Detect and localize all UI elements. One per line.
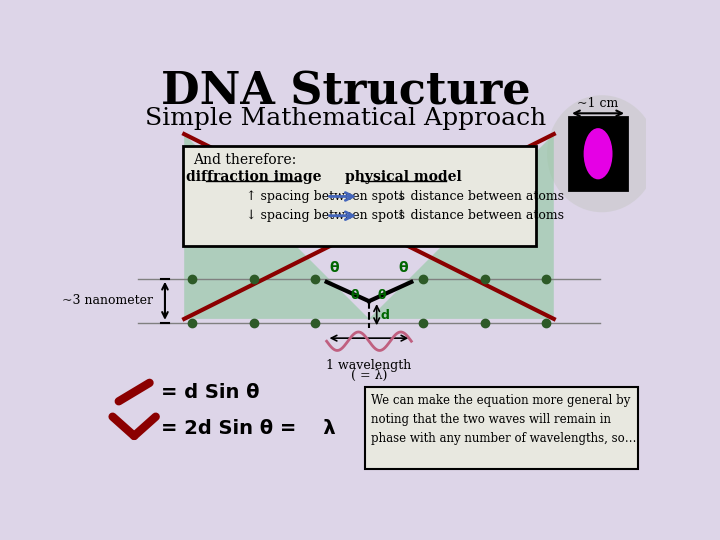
Text: DNA Structure: DNA Structure [161, 70, 531, 113]
Text: We can make the equation more general by
noting that the two waves will remain i: We can make the equation more general by… [371, 394, 636, 444]
Polygon shape [369, 134, 554, 319]
Text: θ: θ [399, 261, 408, 275]
Text: Simple Mathematical Approach: Simple Mathematical Approach [145, 107, 546, 130]
Text: ~1 cm: ~1 cm [577, 97, 618, 110]
Text: ↑ spacing between spots: ↑ spacing between spots [246, 190, 405, 203]
FancyBboxPatch shape [183, 146, 536, 246]
Text: θ: θ [351, 288, 359, 301]
Ellipse shape [584, 128, 613, 179]
Text: ( = λ): ( = λ) [351, 369, 387, 382]
Text: ↓ spacing between spots: ↓ spacing between spots [246, 209, 405, 222]
Polygon shape [184, 134, 369, 319]
Text: θ: θ [330, 261, 339, 275]
Text: θ: θ [377, 288, 386, 301]
Ellipse shape [547, 95, 657, 212]
Text: = d Sin θ: = d Sin θ [161, 382, 260, 402]
Text: 1 wavelength: 1 wavelength [326, 360, 412, 373]
Text: ↑ distance between atoms: ↑ distance between atoms [396, 209, 564, 222]
Text: = 2d Sin θ =    λ: = 2d Sin θ = λ [161, 418, 336, 438]
Text: ~3 nanometer: ~3 nanometer [63, 294, 153, 307]
Text: diffraction image: diffraction image [186, 170, 321, 184]
FancyBboxPatch shape [570, 117, 627, 190]
FancyBboxPatch shape [365, 387, 638, 469]
Text: ↓ distance between atoms: ↓ distance between atoms [396, 190, 564, 203]
Text: And therefore:: And therefore: [194, 153, 297, 167]
Text: physical model: physical model [346, 170, 462, 184]
Text: d: d [381, 308, 390, 321]
